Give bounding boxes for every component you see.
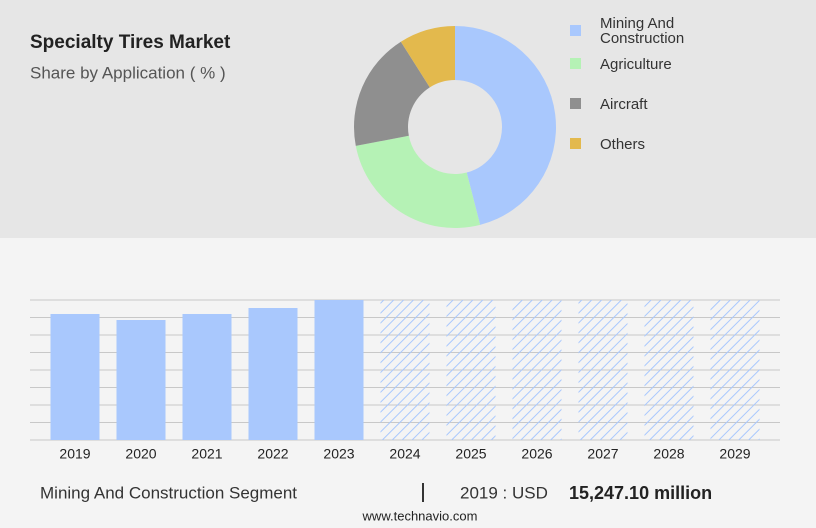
segment-label: Mining And Construction Segment xyxy=(40,483,297,502)
forecast-placeholder xyxy=(644,300,694,440)
chart-subtitle: Share by Application ( % ) xyxy=(30,63,226,82)
forecast-placeholder xyxy=(380,300,430,440)
x-tick-label: 2021 xyxy=(191,446,222,462)
forecast-placeholder xyxy=(512,300,562,440)
x-tick-label: 2024 xyxy=(389,446,420,462)
legend-label: Agriculture xyxy=(600,56,672,73)
bar xyxy=(314,300,364,440)
forecast-placeholder xyxy=(446,300,496,440)
x-tick-label: 2026 xyxy=(521,446,552,462)
footer-label: 2019 : USD xyxy=(460,483,548,502)
legend-swatch xyxy=(570,138,581,149)
bar xyxy=(50,313,100,440)
donut-slice xyxy=(355,135,481,228)
legend-swatch xyxy=(570,58,581,69)
x-tick-label: 2028 xyxy=(653,446,684,462)
legend-label: Others xyxy=(600,136,646,153)
donut-slice xyxy=(455,26,556,225)
x-tick-label: 2019 xyxy=(59,446,90,462)
forecast-placeholder xyxy=(710,300,760,440)
legend-swatch xyxy=(570,25,581,36)
bar xyxy=(248,307,298,440)
donut-slice xyxy=(354,41,430,146)
bar xyxy=(182,313,232,440)
x-tick-label: 2025 xyxy=(455,446,486,462)
x-tick-label: 2027 xyxy=(587,446,618,462)
x-tick-label: 2020 xyxy=(125,446,156,462)
legend-label: Mining And Construction xyxy=(600,15,685,47)
forecast-placeholder xyxy=(578,300,628,440)
donut-slice xyxy=(400,26,455,88)
x-tick-label: 2023 xyxy=(323,446,354,462)
bar xyxy=(116,319,166,440)
footer-value: 15,247.10 million xyxy=(569,483,712,503)
x-tick-label: 2022 xyxy=(257,446,288,462)
chart-title: Specialty Tires Market xyxy=(30,32,231,53)
source: www.technavio.com xyxy=(362,508,478,523)
legend-label: Aircraft xyxy=(600,96,648,113)
legend-swatch xyxy=(570,98,581,109)
x-tick-label: 2029 xyxy=(719,446,750,462)
